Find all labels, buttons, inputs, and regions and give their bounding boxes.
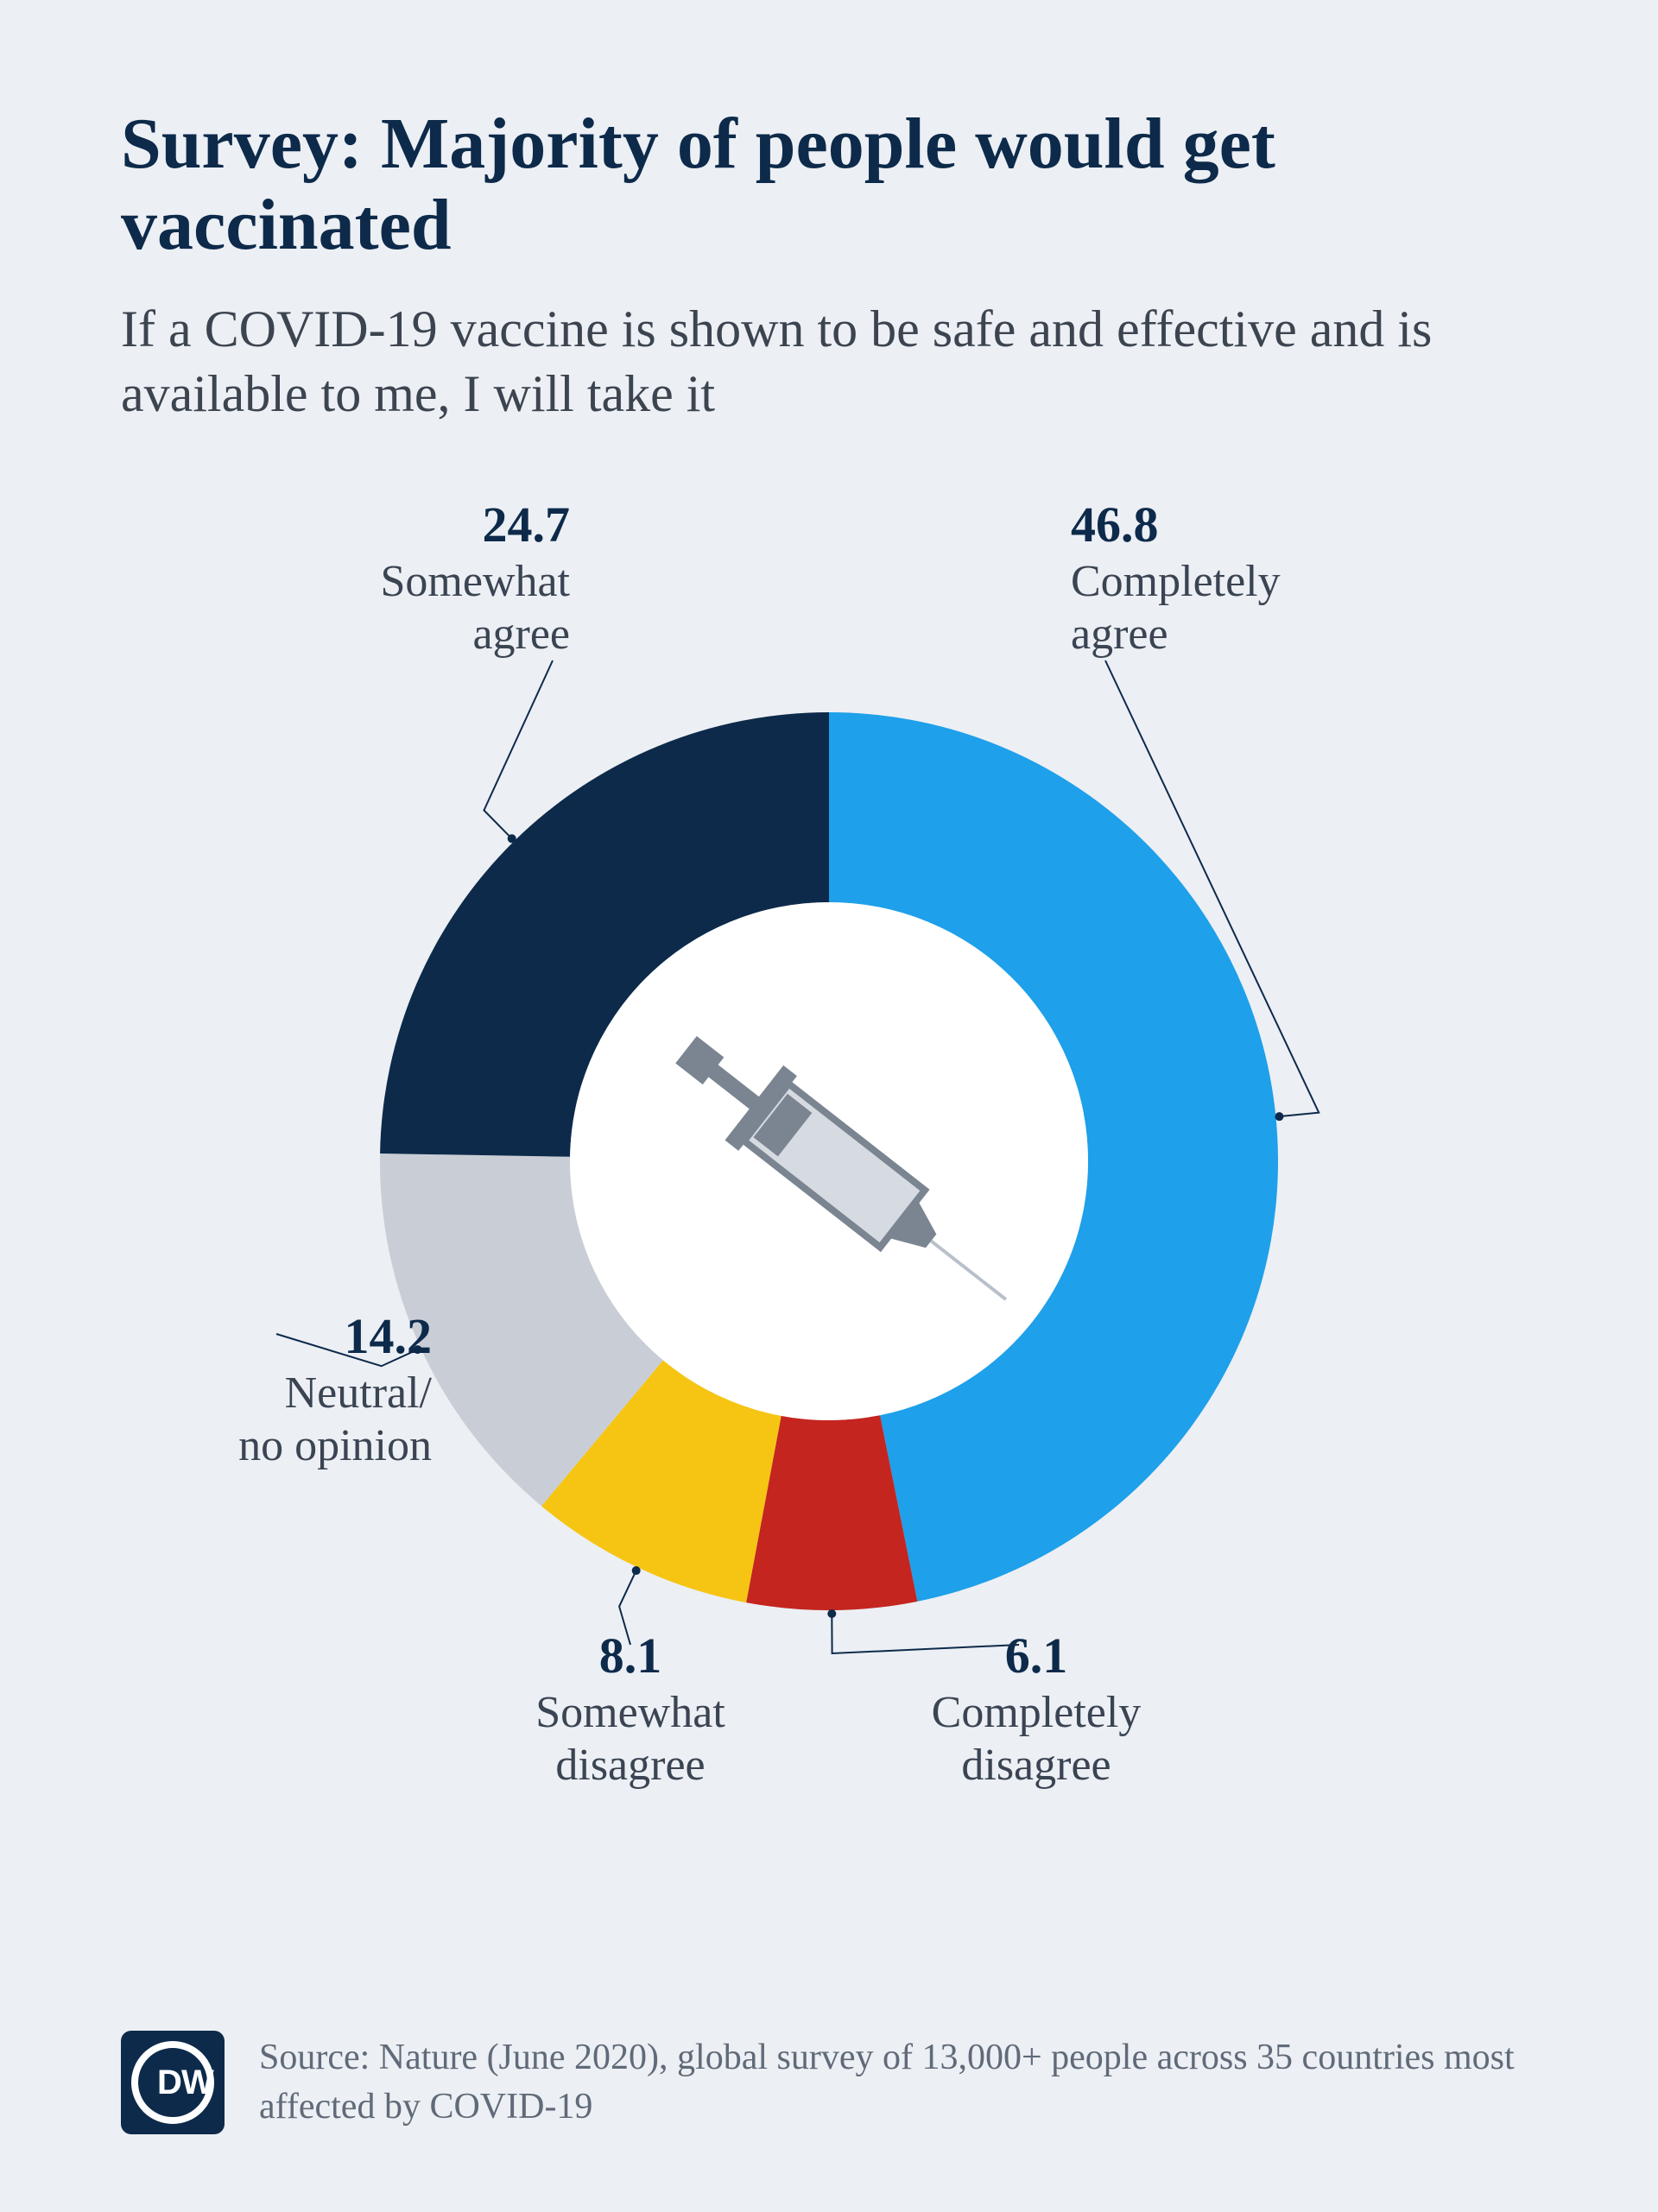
- label-value: 46.8: [1071, 496, 1281, 554]
- footer: D W Source: Nature (June 2020), global s…: [121, 2031, 1537, 2134]
- label-somewhat-agree: 24.7 Somewhatagree: [380, 496, 570, 660]
- infographic-container: Survey: Majority of people would get vac…: [0, 0, 1658, 2212]
- leader-dot: [508, 834, 516, 843]
- leader-dot: [632, 1566, 641, 1575]
- label-value: 6.1: [881, 1627, 1192, 1685]
- dw-logo-icon: D W: [130, 2039, 216, 2126]
- label-text: Somewhatdisagree: [484, 1686, 777, 1792]
- label-text: Somewhatagree: [380, 555, 570, 661]
- donut-chart: [121, 505, 1537, 1817]
- label-somewhat-disagree: 8.1 Somewhatdisagree: [484, 1627, 777, 1792]
- chart-area: 46.8 Completelyagree 24.7 Somewhatagree …: [121, 478, 1537, 1791]
- leader-dot: [827, 1609, 836, 1618]
- label-value: 24.7: [380, 496, 570, 554]
- leader-line: [484, 660, 553, 838]
- label-text: Neutral/no opinion: [238, 1367, 432, 1473]
- label-neutral: 14.2 Neutral/no opinion: [238, 1307, 432, 1472]
- label-completely-agree: 46.8 Completelyagree: [1071, 496, 1281, 660]
- label-text: Completelyagree: [1071, 555, 1281, 661]
- chart-subtitle: If a COVID-19 vaccine is shown to be saf…: [121, 297, 1537, 427]
- dw-logo: D W: [121, 2031, 225, 2134]
- leader-dot: [1275, 1112, 1283, 1121]
- label-completely-disagree: 6.1 Completelydisagree: [881, 1627, 1192, 1792]
- source-text: Source: Nature (June 2020), global surve…: [259, 2033, 1537, 2131]
- svg-text:D: D: [157, 2063, 182, 2101]
- label-value: 14.2: [238, 1307, 432, 1366]
- chart-title: Survey: Majority of people would get vac…: [121, 104, 1537, 266]
- svg-text:W: W: [181, 2063, 214, 2101]
- label-value: 8.1: [484, 1627, 777, 1685]
- label-text: Completelydisagree: [881, 1686, 1192, 1792]
